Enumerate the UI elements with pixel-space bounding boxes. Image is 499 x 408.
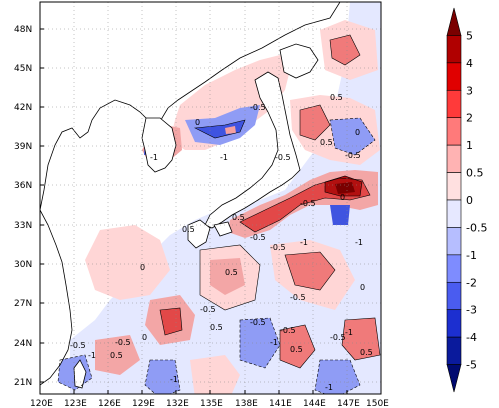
- lon-label: 132E: [166, 399, 189, 408]
- colorbar-label: 3: [466, 84, 473, 97]
- contour-label: 0: [360, 283, 365, 292]
- contour-label: -0.5: [250, 103, 266, 112]
- colorbar-segment: [446, 89, 462, 119]
- contour-label: 0.5: [290, 345, 303, 354]
- colorbar-label: -0.5: [466, 221, 487, 234]
- map-plot-area: 0.5 -0.5 0 -1 -1 0.5 -0.5 0 0 -0.5 0.5 -…: [40, 2, 381, 394]
- contour-label: 0.5: [360, 348, 373, 357]
- contour-label: 0.5: [225, 268, 238, 277]
- contour-label: 0: [142, 333, 147, 342]
- lon-label: 141E: [269, 399, 292, 408]
- lon-label: 135E: [200, 399, 223, 408]
- contour-label: -0.5: [280, 326, 296, 335]
- contour-label: -1: [270, 338, 278, 347]
- colorbar-label: -4: [466, 331, 477, 344]
- lon-label: 126E: [98, 399, 121, 408]
- contour-label: 0.5: [210, 323, 223, 332]
- colorbar-label: 2: [466, 112, 473, 125]
- colorbar-segment: [446, 254, 462, 283]
- lat-label: 36N: [14, 181, 32, 191]
- colorbar-label: -1: [466, 249, 477, 262]
- lon-label: 147E: [337, 399, 360, 408]
- contour-label: -0.5: [290, 293, 306, 302]
- colorbar-segment: [446, 227, 462, 256]
- contour-label: -1: [150, 153, 158, 162]
- contour-label: -0.5: [250, 318, 266, 327]
- contour-label: -0.5: [300, 199, 316, 208]
- colorbar-segment: [446, 7, 462, 36]
- colorbar-segment: [446, 62, 462, 91]
- contour-label: 0: [140, 263, 145, 272]
- contour-label: -0.5: [345, 151, 361, 160]
- lon-label: 120E: [30, 399, 53, 408]
- lat-label: 24N: [14, 339, 32, 349]
- contour-label: -1: [170, 375, 178, 384]
- contour-label: -1: [220, 153, 228, 162]
- colorbar: 5 4 3 2 1 0.5 0 -0.5 -1 -2 -3 -4 -5: [446, 7, 487, 393]
- colorbar-segment: [446, 199, 462, 228]
- colorbar-label: 5: [466, 29, 473, 42]
- colorbar-segment: [446, 117, 462, 146]
- contour-label: 0: [355, 128, 360, 137]
- colorbar-segment: [446, 336, 462, 365]
- lat-label: 42N: [14, 103, 32, 113]
- contour-label: 0.5: [320, 138, 333, 147]
- contour-label: -0.5: [250, 233, 266, 242]
- colorbar-label: 0: [466, 194, 473, 207]
- contour-label: 0.5: [182, 225, 195, 234]
- contour-label: -0.5: [330, 333, 346, 342]
- colorbar-segment: [446, 364, 462, 393]
- contour-label: 0: [340, 193, 345, 202]
- lon-label: 150E: [366, 399, 389, 408]
- colorbar-label: -3: [466, 304, 477, 317]
- contour-label: -1: [325, 383, 333, 392]
- colorbar-label: 4: [466, 57, 473, 70]
- contour-label: -1: [345, 328, 353, 337]
- contour-label: -1: [300, 238, 308, 247]
- contour-label: 0.5: [232, 213, 245, 222]
- lon-label: 129E: [132, 399, 155, 408]
- lat-label: 48N: [14, 25, 32, 35]
- contour-label: 0.5: [330, 93, 343, 102]
- contour-label: -1: [355, 238, 363, 247]
- contour-label: 0.5: [110, 351, 123, 360]
- contour-labels: 0.5 -0.5 0 -1 -1 0.5 -0.5 0 0 -0.5 0.5 -…: [70, 93, 373, 392]
- contour-label: -0.5: [200, 305, 216, 314]
- colorbar-segment: [446, 309, 462, 338]
- contour-label: 0: [195, 118, 200, 127]
- lat-label: 30N: [14, 260, 32, 270]
- lon-label: 144E: [303, 399, 326, 408]
- axis-ticks: [39, 28, 382, 394]
- lat-label: 39N: [14, 142, 32, 152]
- lon-label: 138E: [235, 399, 258, 408]
- colorbar-segment: [446, 172, 462, 201]
- colorbar-segment: [446, 281, 462, 311]
- lat-label: 45N: [14, 64, 32, 74]
- graticule: [40, 2, 381, 394]
- lon-label: 123E: [64, 399, 87, 408]
- contour-label: -0.5: [115, 338, 131, 347]
- colorbar-label: 1: [466, 139, 473, 152]
- lat-label: 27N: [14, 299, 32, 309]
- contour-label: -0.5: [275, 153, 291, 162]
- lat-label: 33N: [14, 221, 32, 231]
- lat-label: 21N: [14, 378, 32, 388]
- latitude-labels: 48N 45N 42N 39N 36N 33N 30N 27N 24N 21N: [14, 25, 32, 388]
- anomaly-field: [58, 2, 381, 394]
- colorbar-label: -5: [466, 359, 477, 372]
- landmass: [40, 2, 341, 389]
- colorbar-label: 0.5: [466, 167, 484, 180]
- colorbar-segment: [446, 144, 462, 173]
- contour-label: -1: [88, 351, 96, 360]
- colorbar-label: -2: [466, 276, 477, 289]
- contour-label: -0.5: [270, 243, 286, 252]
- colorbar-segment: [446, 35, 462, 64]
- contour-lines: [57, 34, 381, 394]
- longitude-labels: 120E 123E 126E 129E 132E 135E 138E 141E …: [30, 399, 389, 408]
- contour-label: -0.5: [70, 341, 86, 350]
